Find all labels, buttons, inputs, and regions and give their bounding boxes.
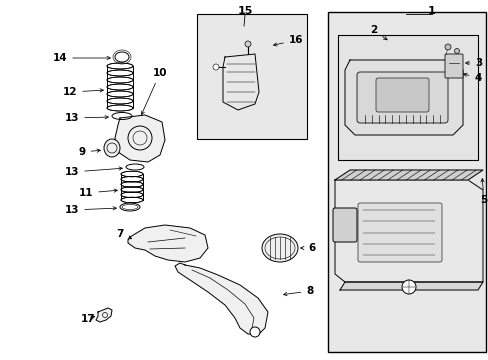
Polygon shape bbox=[128, 225, 207, 262]
Polygon shape bbox=[223, 54, 259, 110]
Text: 2: 2 bbox=[369, 25, 386, 40]
Ellipse shape bbox=[104, 139, 120, 157]
Text: 10: 10 bbox=[141, 68, 167, 115]
FancyBboxPatch shape bbox=[337, 35, 477, 160]
Circle shape bbox=[249, 327, 260, 337]
Text: 4: 4 bbox=[463, 73, 481, 83]
Text: 13: 13 bbox=[64, 167, 122, 177]
Circle shape bbox=[244, 41, 250, 47]
Text: 13: 13 bbox=[64, 113, 108, 123]
Circle shape bbox=[213, 64, 219, 70]
FancyBboxPatch shape bbox=[108, 66, 132, 108]
FancyBboxPatch shape bbox=[375, 78, 428, 112]
Polygon shape bbox=[96, 308, 112, 322]
FancyBboxPatch shape bbox=[356, 72, 447, 123]
FancyBboxPatch shape bbox=[357, 203, 441, 262]
Text: 3: 3 bbox=[465, 58, 482, 68]
FancyBboxPatch shape bbox=[444, 54, 462, 78]
FancyBboxPatch shape bbox=[327, 12, 485, 352]
Polygon shape bbox=[334, 180, 482, 282]
Text: 15: 15 bbox=[237, 6, 252, 16]
Text: 9: 9 bbox=[78, 147, 100, 157]
FancyBboxPatch shape bbox=[197, 14, 306, 139]
Polygon shape bbox=[334, 170, 482, 180]
FancyBboxPatch shape bbox=[122, 174, 142, 200]
Text: 7: 7 bbox=[116, 229, 131, 239]
Text: 16: 16 bbox=[273, 35, 303, 46]
Circle shape bbox=[444, 44, 450, 50]
Text: 5: 5 bbox=[479, 179, 487, 205]
Text: 6: 6 bbox=[300, 243, 315, 253]
Circle shape bbox=[401, 280, 415, 294]
Ellipse shape bbox=[262, 234, 297, 262]
Text: 14: 14 bbox=[53, 53, 110, 63]
Text: 13: 13 bbox=[64, 205, 116, 215]
Polygon shape bbox=[115, 115, 164, 162]
Text: 11: 11 bbox=[79, 188, 117, 198]
FancyBboxPatch shape bbox=[332, 208, 356, 242]
Text: 8: 8 bbox=[283, 286, 313, 296]
Text: 1: 1 bbox=[427, 6, 435, 16]
Polygon shape bbox=[345, 60, 462, 135]
Polygon shape bbox=[339, 282, 482, 290]
Polygon shape bbox=[175, 263, 267, 335]
Text: 12: 12 bbox=[62, 87, 103, 97]
Text: 17: 17 bbox=[81, 314, 95, 324]
Circle shape bbox=[453, 49, 459, 54]
